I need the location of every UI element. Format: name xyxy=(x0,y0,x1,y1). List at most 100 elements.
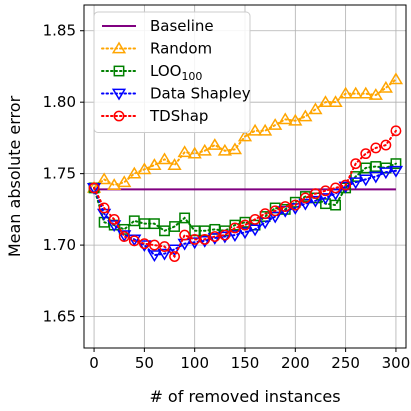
data-point-circle xyxy=(390,125,402,137)
series-line xyxy=(93,78,397,189)
data-point-triangle-up xyxy=(207,138,222,150)
data-point-triangle-down xyxy=(197,235,212,248)
data-point-triangle-up xyxy=(268,118,283,130)
data-point-triangle-up xyxy=(117,175,132,188)
data-point-circle xyxy=(149,239,160,251)
data-point-circle xyxy=(219,229,231,241)
x-tick-label: 50 xyxy=(135,354,154,372)
series-random xyxy=(86,72,404,193)
data-point-triangle-down xyxy=(268,211,283,224)
data-point-triangle-up xyxy=(127,166,142,179)
data-point-circle xyxy=(118,231,130,242)
data-point-circle xyxy=(138,238,150,250)
data-point-circle xyxy=(108,213,120,225)
data-point-triangle-down xyxy=(247,224,263,237)
data-point-triangle-down xyxy=(227,230,243,243)
data-point-circle xyxy=(380,139,392,151)
data-point-triangle-up xyxy=(177,145,192,158)
data-point-triangle-down xyxy=(308,195,323,208)
data-point-triangle-up xyxy=(137,162,152,175)
data-point-triangle-up xyxy=(167,158,182,170)
data-point-triangle-up xyxy=(157,152,172,165)
data-point-triangle-up xyxy=(388,72,404,85)
data-point-circle xyxy=(310,188,321,200)
legend-label: Random xyxy=(150,40,212,58)
data-point-triangle-up xyxy=(237,129,253,142)
data-point-circle xyxy=(340,179,352,191)
data-point-circle xyxy=(239,219,251,231)
data-point-circle xyxy=(320,185,331,197)
data-point-circle xyxy=(179,229,191,241)
data-point-circle xyxy=(88,182,100,194)
data-point-triangle-up xyxy=(288,113,303,126)
data-point-triangle-down xyxy=(111,88,127,101)
data-point-triangle-down xyxy=(137,240,152,253)
data-point-circle xyxy=(350,158,362,170)
data-point-triangle-up xyxy=(378,80,393,93)
legend-label-subscript: 100 xyxy=(181,70,202,83)
legend-entry-data-shapley: Data Shapley xyxy=(101,85,251,103)
y-axis-label: Mean absolute error xyxy=(5,95,24,257)
data-point-triangle-down xyxy=(378,167,393,180)
data-point-circle xyxy=(98,202,110,214)
data-point-triangle-down xyxy=(127,234,142,247)
data-point-triangle-up xyxy=(247,123,263,136)
legend-entry-baseline: Baseline xyxy=(102,17,214,35)
legend-label: TDShap xyxy=(149,107,208,125)
data-point-circle xyxy=(249,213,261,225)
data-point-square xyxy=(390,158,402,170)
data-point-triangle-up xyxy=(278,112,293,125)
data-point-circle xyxy=(289,199,301,211)
y-tick-label: 1.70 xyxy=(43,236,76,254)
legend-entry-tdshap: TDShap xyxy=(101,107,208,125)
data-point-triangle-up xyxy=(217,143,232,156)
data-point-triangle-down xyxy=(217,231,232,244)
data-point-circle xyxy=(209,231,221,242)
data-point-triangle-up xyxy=(187,146,202,159)
data-point-square xyxy=(113,65,125,77)
data-point-circle xyxy=(128,235,140,247)
x-tick-label: 100 xyxy=(180,354,209,372)
data-point-triangle-down xyxy=(207,233,222,245)
y-tick-label: 1.65 xyxy=(43,308,76,326)
x-tick-label: 0 xyxy=(89,354,99,372)
data-point-circle xyxy=(269,205,281,217)
data-point-triangle-up xyxy=(338,86,353,99)
data-point-circle xyxy=(299,192,311,204)
data-point-circle xyxy=(279,201,291,212)
legend-label: Data Shapley xyxy=(150,85,251,103)
data-point-triangle-down xyxy=(298,198,313,211)
x-tick-label: 150 xyxy=(231,354,260,372)
data-point-circle xyxy=(360,148,372,160)
data-point-triangle-up xyxy=(197,143,212,156)
data-point-triangle-down xyxy=(117,230,132,243)
data-point-square xyxy=(169,221,180,232)
data-point-circle xyxy=(199,233,211,245)
y-tick-label: 1.80 xyxy=(43,93,76,111)
data-point-triangle-down xyxy=(318,193,333,205)
data-point-triangle-down xyxy=(97,208,112,221)
data-point-triangle-up xyxy=(358,86,373,99)
data-point-triangle-up xyxy=(147,158,162,170)
data-point-triangle-up xyxy=(97,172,112,185)
data-point-triangle-up xyxy=(111,41,127,54)
data-point-triangle-up xyxy=(258,123,273,136)
data-point-triangle-down xyxy=(328,188,343,201)
data-point-triangle-up xyxy=(348,86,363,99)
data-point-triangle-up xyxy=(227,142,243,155)
data-point-triangle-down xyxy=(278,205,293,218)
data-point-triangle-up xyxy=(318,95,333,108)
series-tdshap xyxy=(88,125,402,262)
y-tick-label: 1.75 xyxy=(43,165,76,183)
data-point-circle xyxy=(169,251,180,262)
data-point-triangle-down xyxy=(368,171,383,184)
data-point-square xyxy=(179,212,191,224)
data-point-triangle-down xyxy=(237,227,253,240)
data-point-triangle-up xyxy=(368,88,383,100)
data-point-circle xyxy=(330,182,341,194)
data-point-square xyxy=(149,218,160,230)
data-point-circle xyxy=(113,110,125,122)
data-point-circle xyxy=(370,142,382,154)
data-point-circle xyxy=(229,222,241,234)
